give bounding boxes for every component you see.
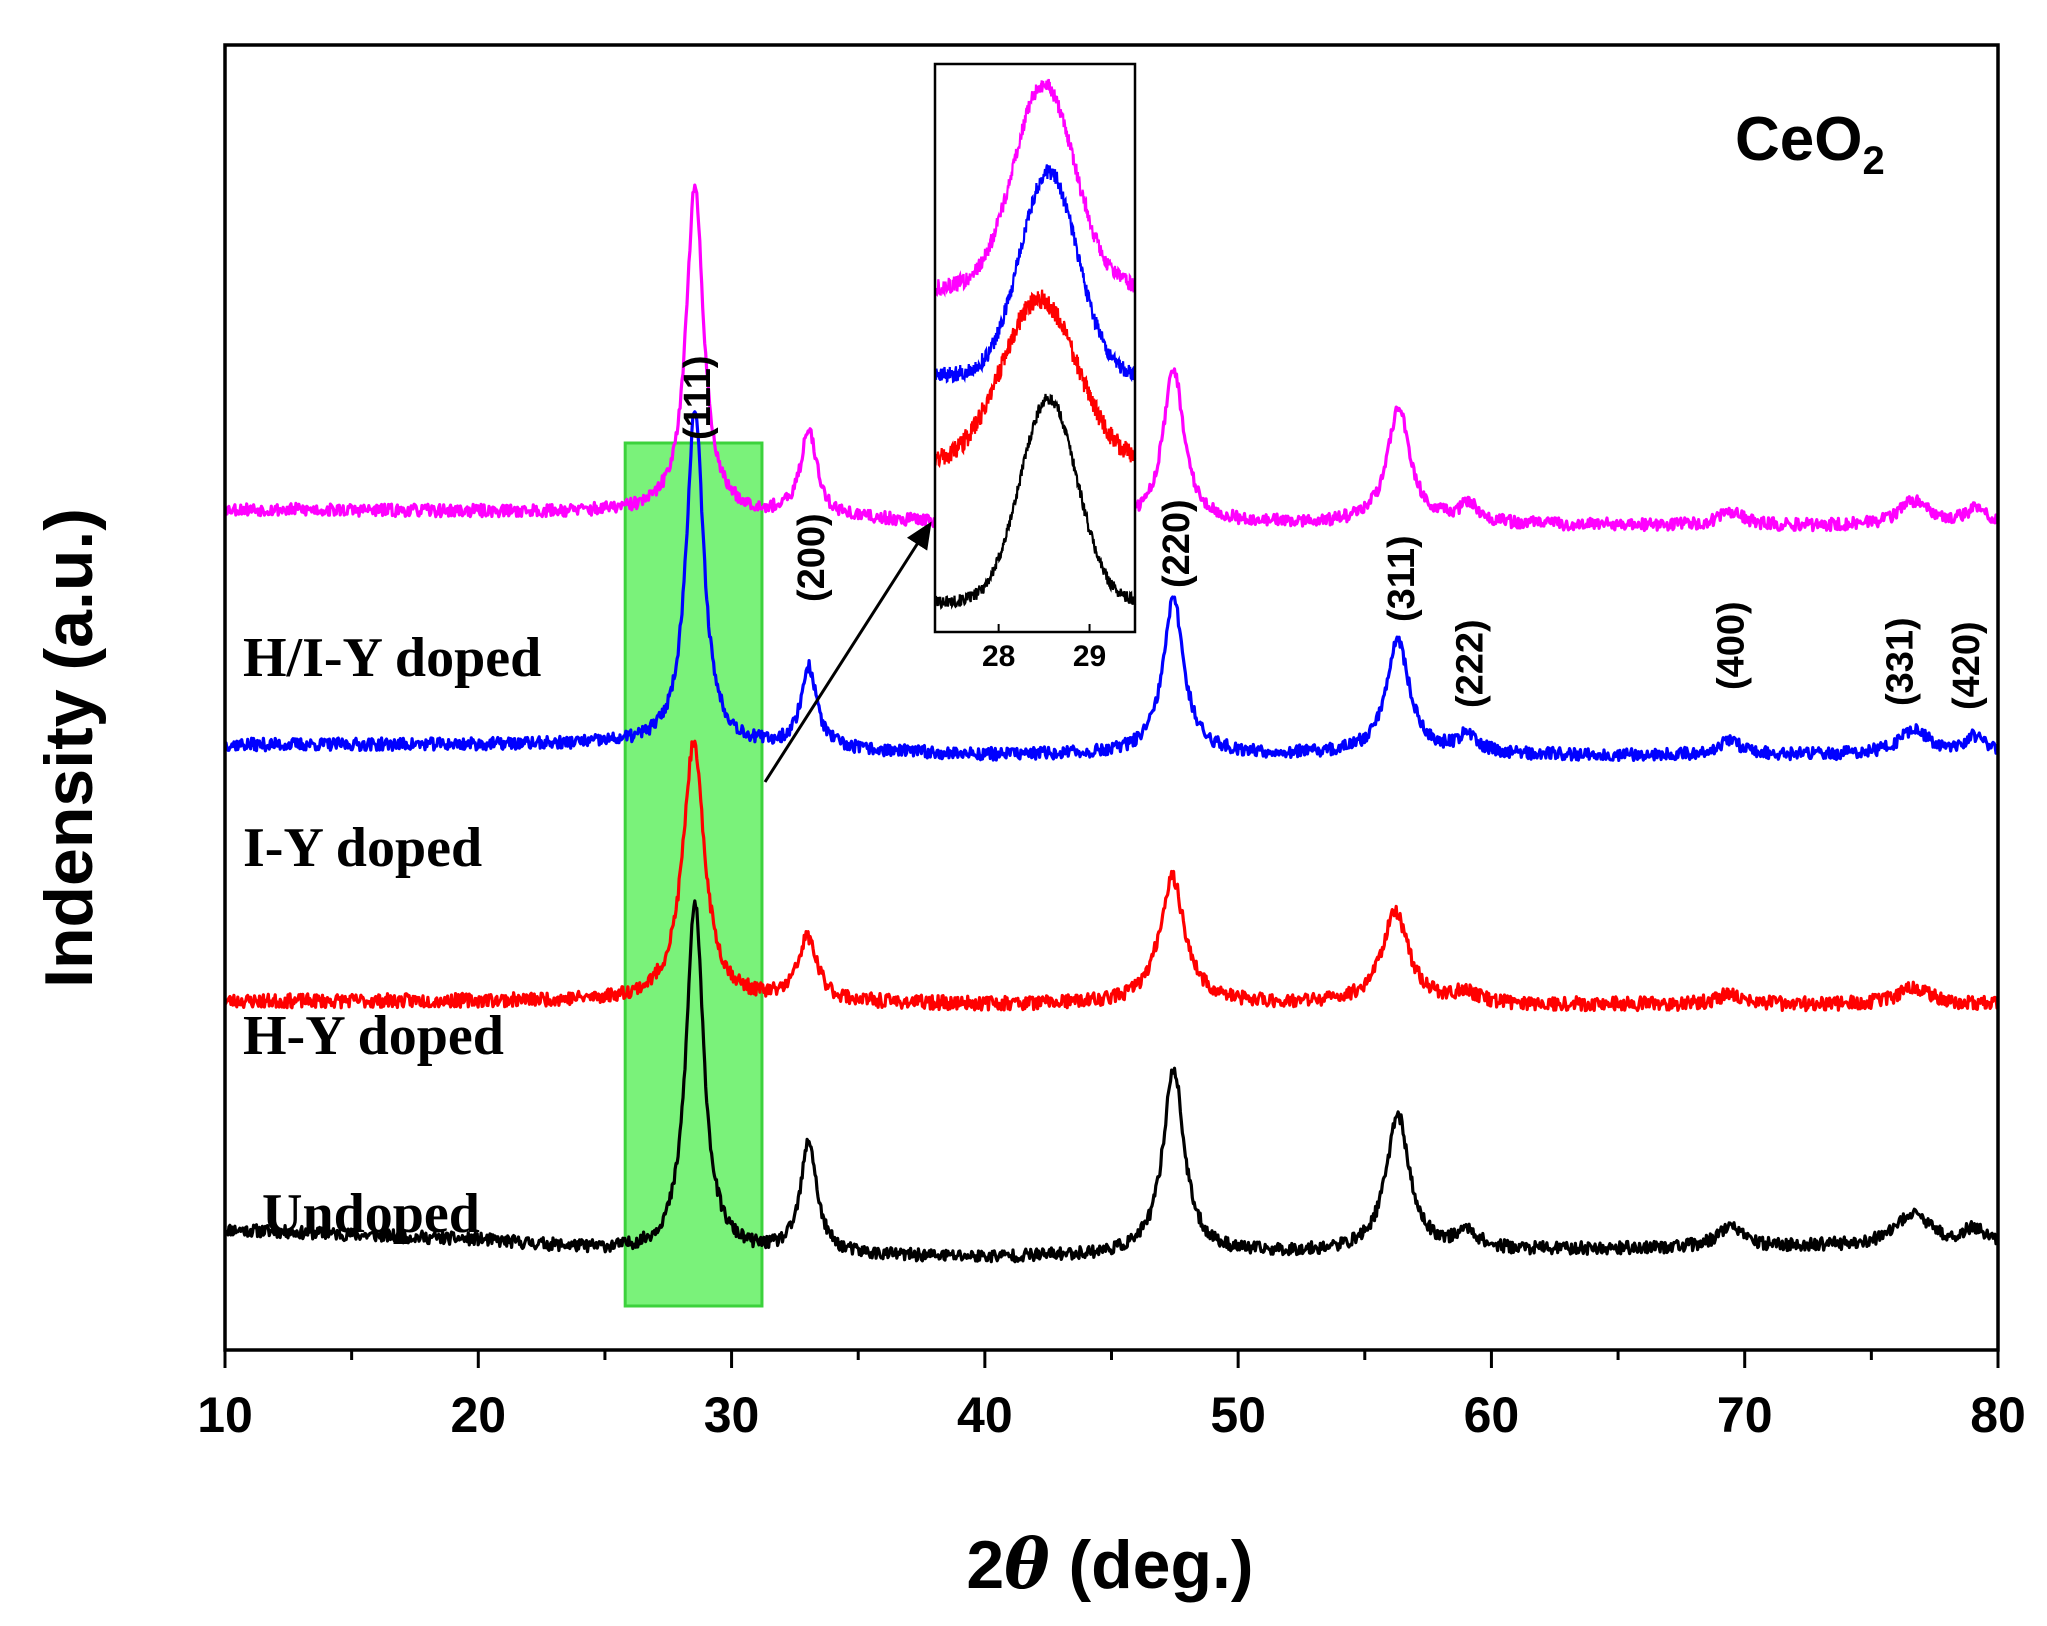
peak-label-200: (200) <box>791 513 833 602</box>
x-tick-label-50: 50 <box>1210 1387 1266 1443</box>
inset-ticks: 28 29 <box>982 624 1106 673</box>
theta-symbol: θ <box>1004 1525 1050 1605</box>
highlight-region-111 <box>623 441 764 1308</box>
inset-frame-bg <box>935 64 1135 632</box>
y-axis-title: Indensity (a.u.) <box>31 508 107 988</box>
zoom-arrow <box>763 521 932 783</box>
inset-tick-label-28: 28 <box>982 640 1015 673</box>
series-label-i-y: I-Y doped <box>243 817 482 879</box>
inset-series-layer <box>933 78 1137 611</box>
series-label-hi-y: H/I-Y doped <box>243 627 541 689</box>
inset-line-i-y-doped <box>933 164 1137 384</box>
inset-line-h-i-y-doped <box>934 78 1137 298</box>
compound-subscript: 2 <box>1862 139 1884 183</box>
series-label-h-y: H-Y doped <box>243 1005 504 1067</box>
x-axis-title-suffix: (deg.) <box>1050 1527 1254 1603</box>
x-tick-label-40: 40 <box>957 1387 1013 1443</box>
x-axis-title-prefix: 2 <box>966 1527 1004 1603</box>
x-tick-label-80: 80 <box>1970 1387 2026 1443</box>
x-tick-label-10: 10 <box>197 1387 253 1443</box>
inset-tick-label-29: 29 <box>1073 640 1106 673</box>
series-line-h-y-doped <box>223 739 2000 1013</box>
inset-line-undoped <box>933 393 1137 611</box>
x-tick-label-20: 20 <box>450 1387 506 1443</box>
peak-label-400: (400) <box>1711 601 1753 690</box>
series-label-undoped: Undoped <box>262 1183 480 1245</box>
peak-label-311: (311) <box>1381 535 1423 622</box>
inset-line-h-y-doped <box>933 289 1137 469</box>
peak-label-331: (331) <box>1879 617 1921 706</box>
peak-label-111: (111) <box>677 355 719 440</box>
x-tick-label-70: 70 <box>1717 1387 1773 1443</box>
x-tick-label-30: 30 <box>704 1387 760 1443</box>
compound-main: CeO <box>1735 105 1862 174</box>
peak-labels: (111) (200) (220) (311) (222) (400) (331… <box>677 355 1988 710</box>
x-tick-label-60: 60 <box>1464 1387 1520 1443</box>
compound-label: CeO2 <box>1735 105 1885 183</box>
series-line-i-y-doped <box>223 410 2000 762</box>
x-axis-ticks: 10 20 30 40 50 60 70 80 <box>197 1350 2026 1443</box>
inset-111-zoom: 28 29 <box>933 62 1137 673</box>
inset-frame <box>933 62 1137 634</box>
x-axis-title: 2θ (deg.) <box>966 1525 1253 1605</box>
peak-label-220: (220) <box>1156 499 1198 588</box>
series-line-undoped <box>224 899 2000 1264</box>
peak-label-222: (222) <box>1450 619 1492 708</box>
peak-label-420: (420) <box>1946 621 1988 710</box>
